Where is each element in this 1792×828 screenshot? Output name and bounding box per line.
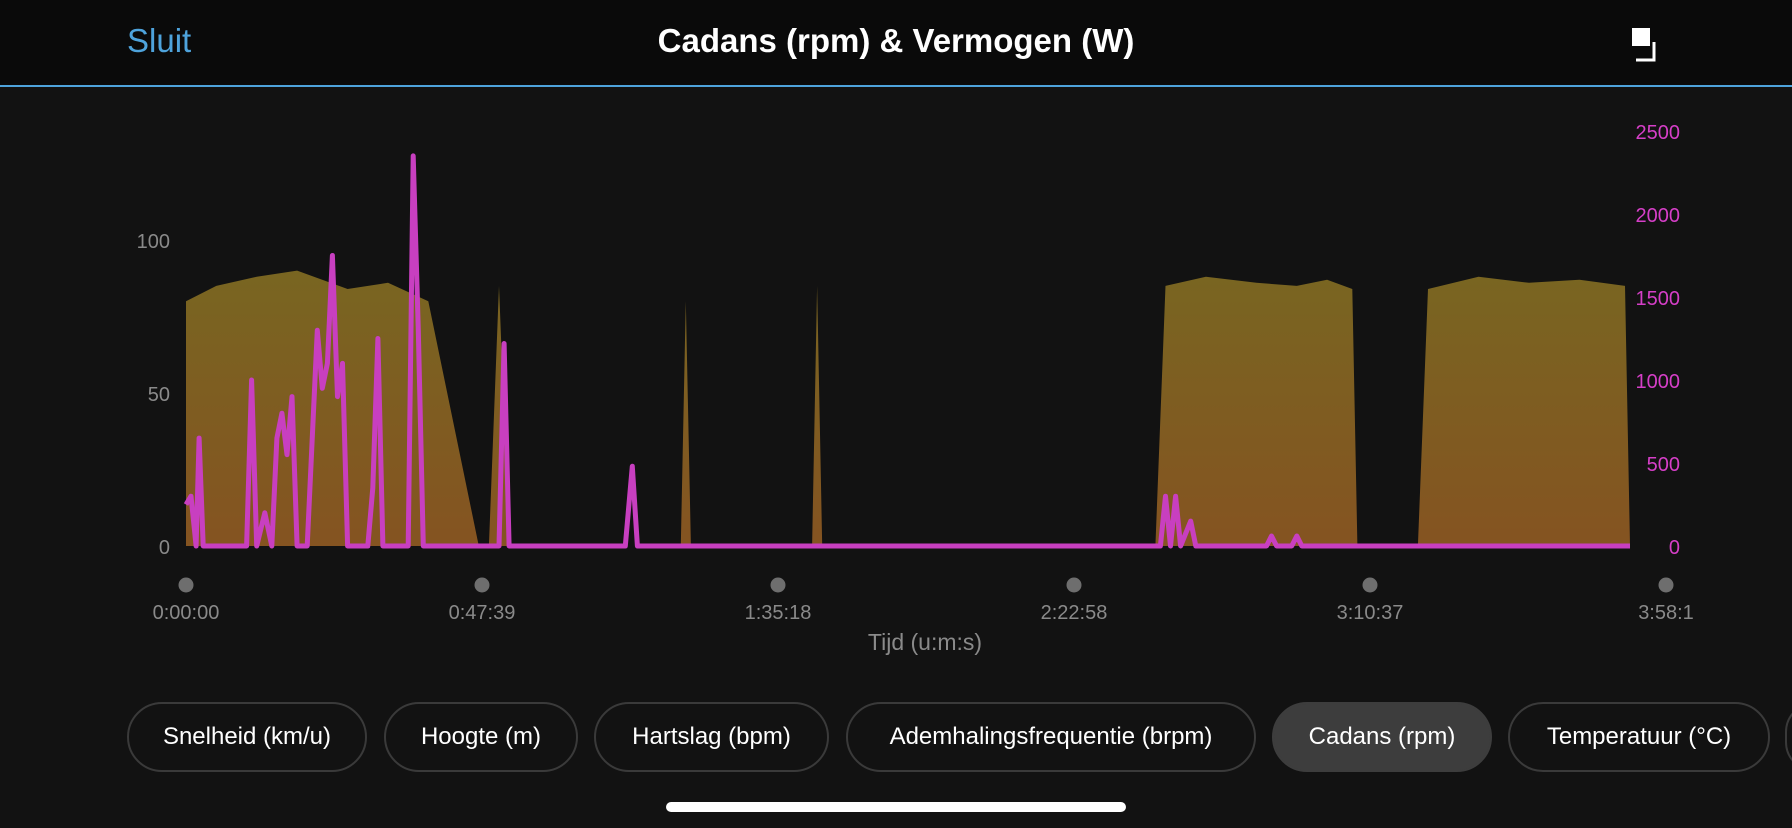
y-right-tick-label: 0 bbox=[1669, 537, 1680, 559]
x-axis-label: Tijd (u:m:s) bbox=[868, 629, 982, 655]
x-tick-label: 0:47:39 bbox=[449, 602, 516, 624]
tab-hoogte[interactable]: Hoogte (m) bbox=[384, 702, 578, 772]
x-tick-label: 1:35:18 bbox=[745, 602, 812, 624]
y-right-tick-label: 2000 bbox=[1636, 205, 1681, 227]
y-axis-right: 0 500 1000 1500 2000 2500 bbox=[1636, 122, 1681, 559]
power-line-series bbox=[183, 153, 1630, 549]
y-right-tick-label: 2500 bbox=[1636, 122, 1681, 144]
x-tick-label: 3:58:1 bbox=[1638, 602, 1694, 624]
tab-temperatuur[interactable]: Temperatuur (°C) bbox=[1508, 702, 1770, 772]
x-tick-label: 2:22:58 bbox=[1041, 602, 1108, 624]
home-indicator bbox=[666, 802, 1126, 812]
y-left-tick-label: 50 bbox=[148, 384, 170, 406]
top-bar: Sluit Cadans (rpm) & Vermogen (W) bbox=[0, 0, 1792, 87]
fullscreen-toggle-icon[interactable] bbox=[1628, 26, 1664, 62]
x-axis-scrub-dot bbox=[770, 577, 786, 593]
page-title: Cadans (rpm) & Vermogen (W) bbox=[657, 22, 1135, 59]
cadence-area bbox=[186, 270, 1630, 546]
y-axis-left: 0 50 100 bbox=[137, 231, 170, 559]
tab-hartslag[interactable]: Hartslag (bpm) bbox=[594, 702, 829, 772]
x-axis[interactable]: 0:00:00 0:47:39 1:35:18 2:22:58 3:10:37 3:58:… bbox=[153, 577, 1694, 625]
metric-tab-bar: Snelheid (km/u) Hoogte (m) Hartslag (bpm… bbox=[0, 702, 1792, 780]
tab-snelheid[interactable]: Snelheid (km/u) bbox=[127, 702, 367, 772]
x-axis-scrub-dot bbox=[1066, 577, 1082, 593]
cadence-area-series bbox=[186, 270, 1630, 546]
y-left-tick-label: 100 bbox=[137, 231, 170, 253]
x-axis-scrub-dot bbox=[178, 577, 194, 593]
tab-cadans[interactable]: Cadans (rpm) bbox=[1272, 702, 1492, 772]
cadence-power-chart: 0 50 100 0 500 1000 1500 2000 2500 0:00:00 0:47:… bbox=[137, 122, 1694, 655]
tab-more[interactable] bbox=[1785, 702, 1792, 772]
y-right-tick-label: 1000 bbox=[1636, 371, 1681, 393]
x-axis-scrub-dot bbox=[474, 577, 490, 593]
power-line bbox=[183, 153, 1630, 549]
tab-ademhaling[interactable]: Ademhalingsfrequentie (brpm) bbox=[846, 702, 1256, 772]
y-right-tick-label: 500 bbox=[1647, 454, 1680, 476]
close-button[interactable]: Sluit bbox=[127, 22, 192, 59]
x-tick-label: 0:00:00 bbox=[153, 602, 220, 624]
x-tick-label: 3:10:37 bbox=[1337, 602, 1404, 624]
y-right-tick-label: 1500 bbox=[1636, 288, 1681, 310]
x-axis-scrub-dot bbox=[1658, 577, 1674, 593]
x-axis-scrub-dot bbox=[1362, 577, 1378, 593]
y-left-tick-label: 0 bbox=[159, 537, 170, 559]
